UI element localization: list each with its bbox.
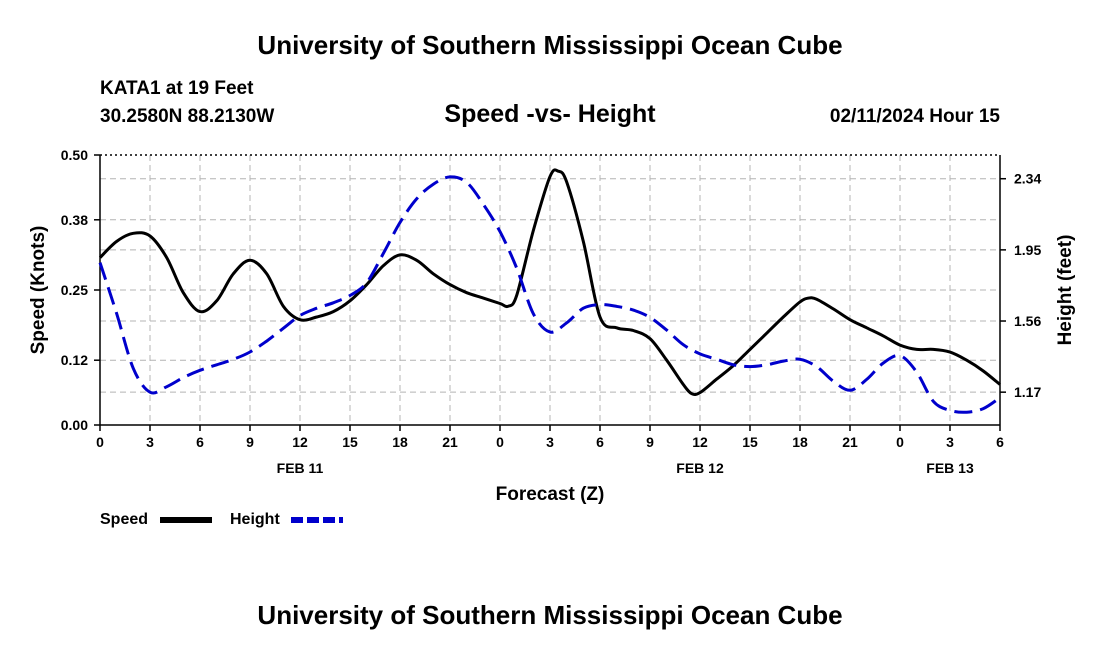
labels-layer: Forecast (Z) Speed (Knots) Height (feet)	[28, 226, 1076, 505]
x-tick-label: 3	[546, 434, 554, 450]
y2-tick-label: 2.34	[1014, 171, 1041, 187]
x-tick-label: 12	[292, 434, 308, 450]
y-tick-label: 0.12	[61, 352, 88, 368]
series-line-height	[98, 175, 1001, 414]
x-tick-label: 18	[792, 434, 808, 450]
series-line-speed	[98, 168, 1001, 397]
y2-tick-label: 1.56	[1014, 313, 1041, 329]
station-coordinates: 30.2580N 88.2130W	[100, 106, 275, 127]
forecast-datetime: 02/11/2024 Hour 15	[829, 106, 1000, 127]
x-tick-label: 6	[996, 434, 1004, 450]
x-tick-label: 15	[342, 434, 358, 450]
x-tick-label: 0	[96, 434, 104, 450]
x-tick-label: 3	[946, 434, 954, 450]
x-tick-label: 9	[646, 434, 654, 450]
y-tick-label: 0.50	[61, 147, 88, 163]
footer-title: University of Southern Mississippi Ocean…	[257, 600, 843, 630]
legend: Speed Height	[100, 511, 343, 528]
legend-label-height: Height	[230, 511, 280, 528]
x-tick-label: 9	[246, 434, 254, 450]
x-tick-label: 21	[442, 434, 458, 450]
y2-axis-label: Height (feet)	[1055, 235, 1076, 346]
chart-title: Speed -vs- Height	[444, 100, 656, 128]
y2-tick-label: 1.95	[1014, 242, 1041, 258]
x-tick-label: 15	[742, 434, 758, 450]
x-tick-label: 0	[496, 434, 504, 450]
x-axis-label: Forecast (Z)	[496, 484, 605, 505]
legend-label-speed: Speed	[100, 511, 148, 528]
y-tick-label: 0.00	[61, 417, 88, 433]
y-tick-label: 0.25	[61, 282, 88, 298]
y-tick-label: 0.38	[61, 212, 88, 228]
grid-layer	[100, 155, 1000, 425]
axes-layer: 0 3 6 9 12 15 18 21 0 3 6 9 12 15 18 21 0 3 6 FEB 11 FEB 12 F…	[61, 147, 1042, 476]
x-tick-label: 12	[692, 434, 708, 450]
x-tick-label: 18	[392, 434, 408, 450]
x-tick-label: 6	[196, 434, 204, 450]
date-label: FEB 12	[676, 460, 724, 476]
x-tick-label: 3	[146, 434, 154, 450]
y-axis-label: Speed (Knots)	[28, 226, 49, 355]
page-title: University of Southern Mississippi Ocean…	[257, 30, 843, 60]
date-label: FEB 13	[926, 460, 974, 476]
x-tick-label: 6	[596, 434, 604, 450]
series-layer	[98, 168, 1001, 414]
station-label: KATA1 at 19 Feet	[100, 78, 254, 99]
x-tick-label: 21	[842, 434, 858, 450]
y2-tick-label: 1.17	[1014, 384, 1041, 400]
date-label: FEB 11	[277, 460, 324, 476]
x-tick-label: 0	[896, 434, 904, 450]
